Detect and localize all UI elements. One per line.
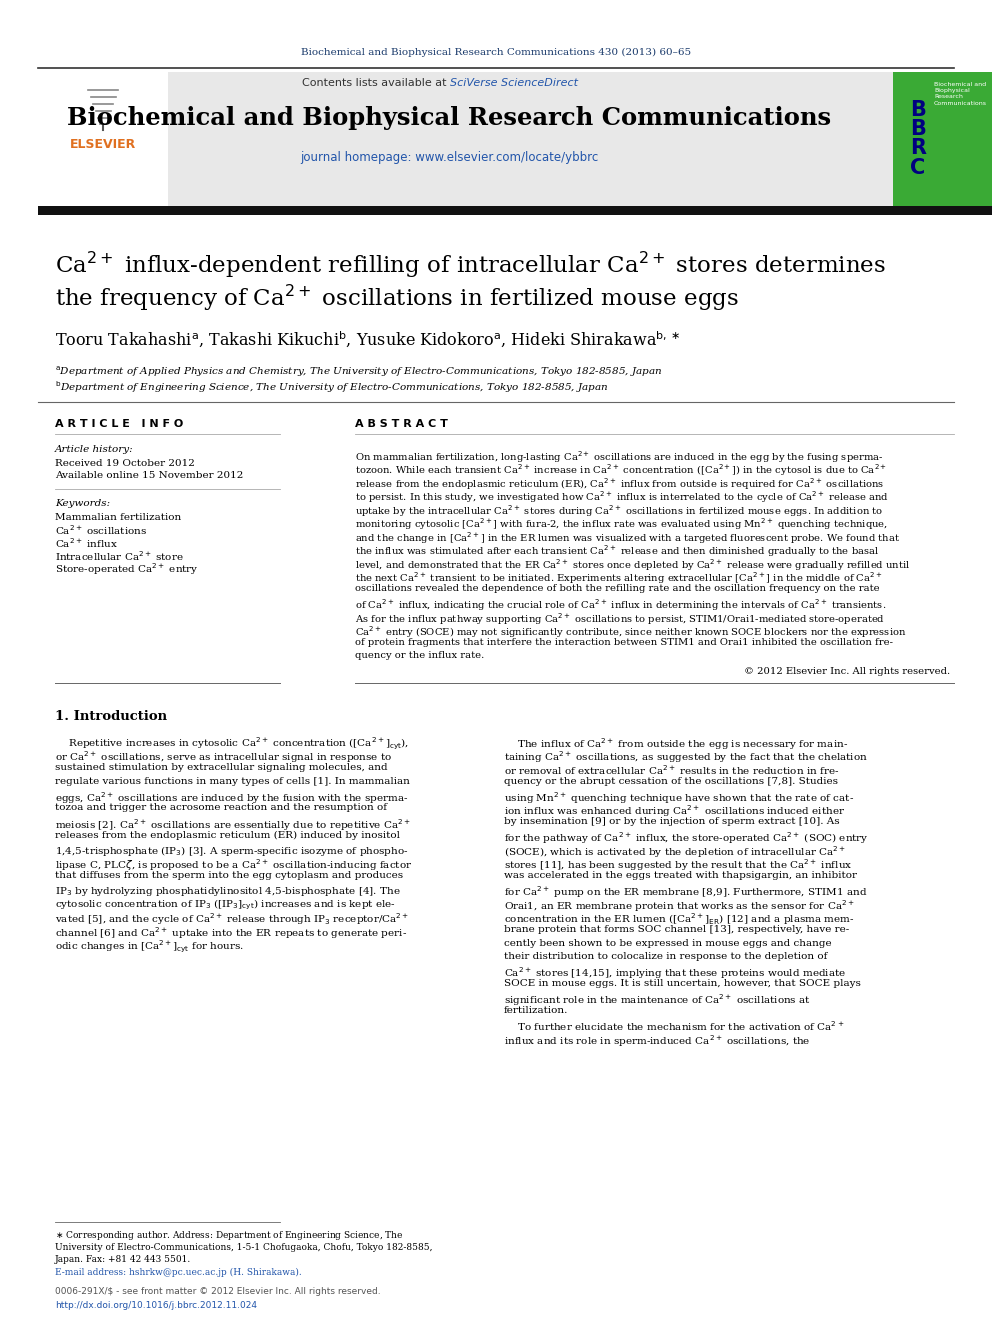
Text: Tooru Takahashi$^{\rm a}$, Takashi Kikuchi$^{\rm b}$, Yusuke Kidokoro$^{\rm a}$,: Tooru Takahashi$^{\rm a}$, Takashi Kikuc… bbox=[55, 329, 681, 351]
Text: Ca$^{2+}$ influx: Ca$^{2+}$ influx bbox=[55, 536, 118, 550]
Text: significant role in the maintenance of Ca$^{2+}$ oscillations at: significant role in the maintenance of C… bbox=[504, 992, 810, 1008]
Bar bbox=[38, 71, 894, 206]
Text: the next Ca$^{2+}$ transient to be initiated. Experiments altering extracellular: the next Ca$^{2+}$ transient to be initi… bbox=[355, 570, 883, 586]
Text: Ca$^{2+}$ influx-dependent refilling of intracellular Ca$^{2+}$ stores determine: Ca$^{2+}$ influx-dependent refilling of … bbox=[55, 250, 886, 280]
Text: for Ca$^{2+}$ pump on the ER membrane [8,9]. Furthermore, STIM1 and: for Ca$^{2+}$ pump on the ER membrane [8… bbox=[504, 885, 867, 900]
Text: B
B
R
C: B B R C bbox=[910, 101, 926, 177]
Bar bbox=[893, 71, 992, 206]
Text: channel [6] and Ca$^{2+}$ uptake into the ER repeats to generate peri-: channel [6] and Ca$^{2+}$ uptake into th… bbox=[55, 925, 407, 941]
Text: On mammalian fertilization, long-lasting Ca$^{2+}$ oscillations are induced in t: On mammalian fertilization, long-lasting… bbox=[355, 448, 884, 464]
Text: the frequency of Ca$^{2+}$ oscillations in fertilized mouse eggs: the frequency of Ca$^{2+}$ oscillations … bbox=[55, 283, 739, 314]
Text: brane protein that forms SOC channel [13], respectively, have re-: brane protein that forms SOC channel [13… bbox=[504, 925, 849, 934]
Text: 0006-291X/$ - see front matter © 2012 Elsevier Inc. All rights reserved.: 0006-291X/$ - see front matter © 2012 El… bbox=[55, 1287, 381, 1297]
Text: stores [11], has been suggested by the result that the Ca$^{2+}$ influx: stores [11], has been suggested by the r… bbox=[504, 857, 852, 873]
Text: of protein fragments that interfere the interaction between STIM1 and Orai1 inhi: of protein fragments that interfere the … bbox=[355, 638, 893, 647]
Text: The influx of Ca$^{2+}$ from outside the egg is necessary for main-: The influx of Ca$^{2+}$ from outside the… bbox=[504, 736, 848, 751]
Text: Available online 15 November 2012: Available online 15 November 2012 bbox=[55, 471, 243, 480]
Text: $^{\rm b}$Department of Engineering Science, The University of Electro-Communica: $^{\rm b}$Department of Engineering Scie… bbox=[55, 380, 609, 394]
Text: Article history:: Article history: bbox=[55, 445, 134, 454]
Text: journal homepage: www.elsevier.com/locate/ybbrc: journal homepage: www.elsevier.com/locat… bbox=[300, 152, 598, 164]
Text: influx and its role in sperm-induced Ca$^{2+}$ oscillations, the: influx and its role in sperm-induced Ca$… bbox=[504, 1033, 810, 1049]
Text: that diffuses from the sperm into the egg cytoplasm and produces: that diffuses from the sperm into the eg… bbox=[55, 871, 403, 880]
Text: eggs, Ca$^{2+}$ oscillations are induced by the fusion with the sperma-: eggs, Ca$^{2+}$ oscillations are induced… bbox=[55, 790, 409, 806]
Text: using Mn$^{2+}$ quenching technique have shown that the rate of cat-: using Mn$^{2+}$ quenching technique have… bbox=[504, 790, 854, 806]
Text: $\ast$ Corresponding author. Address: Department of Engineering Science, The: $\ast$ Corresponding author. Address: De… bbox=[55, 1229, 404, 1241]
Text: SciVerse ScienceDirect: SciVerse ScienceDirect bbox=[450, 78, 578, 89]
Text: fertilization.: fertilization. bbox=[504, 1005, 568, 1015]
Text: cently been shown to be expressed in mouse eggs and change: cently been shown to be expressed in mou… bbox=[504, 938, 831, 947]
Bar bbox=[38, 71, 168, 206]
Text: the influx was stimulated after each transient Ca$^{2+}$ release and then dimini: the influx was stimulated after each tra… bbox=[355, 544, 879, 560]
Text: Received 19 October 2012: Received 19 October 2012 bbox=[55, 459, 194, 467]
Text: $^{\rm a}$Department of Applied Physics and Chemistry, The University of Electro: $^{\rm a}$Department of Applied Physics … bbox=[55, 365, 663, 380]
Text: Mammalian fertilization: Mammalian fertilization bbox=[55, 512, 182, 521]
Text: As for the influx pathway supporting Ca$^{2+}$ oscillations to persist, STIM1/Or: As for the influx pathway supporting Ca$… bbox=[355, 611, 885, 627]
Text: University of Electro-Communications, 1-5-1 Chofugaoka, Chofu, Tokyo 182-8585,: University of Electro-Communications, 1-… bbox=[55, 1242, 433, 1252]
Text: Keywords:: Keywords: bbox=[55, 499, 110, 508]
Text: and the change in [Ca$^{2+}$] in the ER lumen was visualized with a targeted flu: and the change in [Ca$^{2+}$] in the ER … bbox=[355, 531, 900, 546]
Text: Orai1, an ER membrane protein that works as the sensor for Ca$^{2+}$: Orai1, an ER membrane protein that works… bbox=[504, 898, 855, 914]
Text: odic changes in [Ca$^{2+}$]$_{\rm cyt}$ for hours.: odic changes in [Ca$^{2+}$]$_{\rm cyt}$ … bbox=[55, 938, 244, 955]
Text: regulate various functions in many types of cells [1]. In mammalian: regulate various functions in many types… bbox=[55, 777, 410, 786]
Text: uptake by the intracellular Ca$^{2+}$ stores during Ca$^{2+}$ oscillations in fe: uptake by the intracellular Ca$^{2+}$ st… bbox=[355, 503, 883, 519]
Text: for the pathway of Ca$^{2+}$ influx, the store-operated Ca$^{2+}$ (SOC) entry: for the pathway of Ca$^{2+}$ influx, the… bbox=[504, 831, 869, 847]
Text: Store-operated Ca$^{2+}$ entry: Store-operated Ca$^{2+}$ entry bbox=[55, 561, 198, 577]
Text: quency or the abrupt cessation of the oscillations [7,8]. Studies: quency or the abrupt cessation of the os… bbox=[504, 777, 838, 786]
Text: quency or the influx rate.: quency or the influx rate. bbox=[355, 651, 484, 660]
Text: Ca$^{2+}$ stores [14,15], implying that these proteins would mediate: Ca$^{2+}$ stores [14,15], implying that … bbox=[504, 966, 846, 982]
Text: ion influx was enhanced during Ca$^{2+}$ oscillations induced either: ion influx was enhanced during Ca$^{2+}$… bbox=[504, 803, 845, 819]
Text: A R T I C L E   I N F O: A R T I C L E I N F O bbox=[55, 419, 184, 429]
Text: Contents lists available at: Contents lists available at bbox=[302, 78, 450, 89]
Text: their distribution to colocalize in response to the depletion of: their distribution to colocalize in resp… bbox=[504, 953, 827, 960]
Text: level, and demonstrated that the ER Ca$^{2+}$ stores once depleted by Ca$^{2+}$ : level, and demonstrated that the ER Ca$^… bbox=[355, 557, 911, 573]
Text: Biochemical and Biophysical Research Communications 430 (2013) 60–65: Biochemical and Biophysical Research Com… bbox=[301, 48, 691, 57]
Text: meiosis [2]. Ca$^{2+}$ oscillations are essentially due to repetitive Ca$^{2+}$: meiosis [2]. Ca$^{2+}$ oscillations are … bbox=[55, 818, 411, 832]
Text: © 2012 Elsevier Inc. All rights reserved.: © 2012 Elsevier Inc. All rights reserved… bbox=[744, 668, 950, 676]
Text: by insemination [9] or by the injection of sperm extract [10]. As: by insemination [9] or by the injection … bbox=[504, 818, 839, 826]
Text: Biochemical and
Biophysical
Research
Communications: Biochemical and Biophysical Research Com… bbox=[934, 82, 987, 106]
Text: 1. Introduction: 1. Introduction bbox=[55, 709, 167, 722]
Text: vated [5], and the cycle of Ca$^{2+}$ release through IP$_3$ receptor/Ca$^{2+}$: vated [5], and the cycle of Ca$^{2+}$ re… bbox=[55, 912, 409, 927]
Text: oscillations revealed the dependence of both the refilling rate and the oscillat: oscillations revealed the dependence of … bbox=[355, 583, 880, 593]
Text: ELSEVIER: ELSEVIER bbox=[69, 139, 136, 152]
Text: A B S T R A C T: A B S T R A C T bbox=[355, 419, 447, 429]
Text: Intracellular Ca$^{2+}$ store: Intracellular Ca$^{2+}$ store bbox=[55, 549, 184, 562]
Text: to persist. In this study, we investigated how Ca$^{2+}$ influx is interrelated : to persist. In this study, we investigat… bbox=[355, 490, 889, 505]
Text: releases from the endoplasmic reticulum (ER) induced by inositol: releases from the endoplasmic reticulum … bbox=[55, 831, 400, 840]
Text: http://dx.doi.org/10.1016/j.bbrc.2012.11.024: http://dx.doi.org/10.1016/j.bbrc.2012.11… bbox=[55, 1302, 257, 1311]
Text: tozoon. While each transient Ca$^{2+}$ increase in Ca$^{2+}$ concentration ([Ca$: tozoon. While each transient Ca$^{2+}$ i… bbox=[355, 463, 887, 479]
Text: Biochemical and Biophysical Research Communications: Biochemical and Biophysical Research Com… bbox=[66, 106, 831, 130]
Text: release from the endoplasmic reticulum (ER), Ca$^{2+}$ influx from outside is re: release from the endoplasmic reticulum (… bbox=[355, 476, 884, 492]
Text: sustained stimulation by extracellular signaling molecules, and: sustained stimulation by extracellular s… bbox=[55, 763, 388, 773]
Text: Japan. Fax: +81 42 443 5501.: Japan. Fax: +81 42 443 5501. bbox=[55, 1254, 191, 1263]
Text: or removal of extracellular Ca$^{2+}$ results in the reduction in fre-: or removal of extracellular Ca$^{2+}$ re… bbox=[504, 763, 839, 777]
Text: tozoa and trigger the acrosome reaction and the resumption of: tozoa and trigger the acrosome reaction … bbox=[55, 803, 387, 812]
Text: or Ca$^{2+}$ oscillations, serve as intracellular signal in response to: or Ca$^{2+}$ oscillations, serve as intr… bbox=[55, 750, 392, 765]
Bar bbox=[38, 206, 992, 216]
Text: (SOCE), which is activated by the depletion of intracellular Ca$^{2+}$: (SOCE), which is activated by the deplet… bbox=[504, 844, 846, 860]
Text: monitoring cytosolic [Ca$^{2+}$] with fura-2, the influx rate was evaluated usin: monitoring cytosolic [Ca$^{2+}$] with fu… bbox=[355, 516, 888, 532]
Text: lipase C, PLC$\zeta$, is proposed to be a Ca$^{2+}$ oscillation-inducing factor: lipase C, PLC$\zeta$, is proposed to be … bbox=[55, 857, 413, 873]
Text: Ca$^{2+}$ oscillations: Ca$^{2+}$ oscillations bbox=[55, 523, 147, 537]
Text: Repetitive increases in cytosolic Ca$^{2+}$ concentration ([Ca$^{2+}$]$_{\rm cyt: Repetitive increases in cytosolic Ca$^{2… bbox=[55, 736, 409, 753]
Text: Ca$^{2+}$ entry (SOCE) may not significantly contribute, since neither known SOC: Ca$^{2+}$ entry (SOCE) may not significa… bbox=[355, 624, 907, 640]
Text: taining Ca$^{2+}$ oscillations, as suggested by the fact that the chelation: taining Ca$^{2+}$ oscillations, as sugge… bbox=[504, 750, 868, 765]
Text: To further elucidate the mechanism for the activation of Ca$^{2+}$: To further elucidate the mechanism for t… bbox=[504, 1020, 844, 1033]
Text: was accelerated in the eggs treated with thapsigargin, an inhibitor: was accelerated in the eggs treated with… bbox=[504, 871, 857, 880]
Text: IP$_3$ by hydrolyzing phosphatidylinositol 4,5-bisphosphate [4]. The: IP$_3$ by hydrolyzing phosphatidylinosit… bbox=[55, 885, 401, 897]
Text: E-mail address: hshrkw@pc.uec.ac.jp (H. Shirakawa).: E-mail address: hshrkw@pc.uec.ac.jp (H. … bbox=[55, 1267, 302, 1277]
Text: SOCE in mouse eggs. It is still uncertain, however, that SOCE plays: SOCE in mouse eggs. It is still uncertai… bbox=[504, 979, 861, 988]
Text: 1,4,5-trisphosphate (IP$_3$) [3]. A sperm-specific isozyme of phospho-: 1,4,5-trisphosphate (IP$_3$) [3]. A sper… bbox=[55, 844, 409, 859]
Text: concentration in the ER lumen ([Ca$^{2+}$]$_{\rm ER}$) [12] and a plasma mem-: concentration in the ER lumen ([Ca$^{2+}… bbox=[504, 912, 855, 927]
Text: of Ca$^{2+}$ influx, indicating the crucial role of Ca$^{2+}$ influx in determin: of Ca$^{2+}$ influx, indicating the cruc… bbox=[355, 598, 887, 614]
Text: cytosolic concentration of IP$_3$ ([IP$_3$]$_{\rm cyt}$) increases and is kept e: cytosolic concentration of IP$_3$ ([IP$_… bbox=[55, 898, 396, 913]
